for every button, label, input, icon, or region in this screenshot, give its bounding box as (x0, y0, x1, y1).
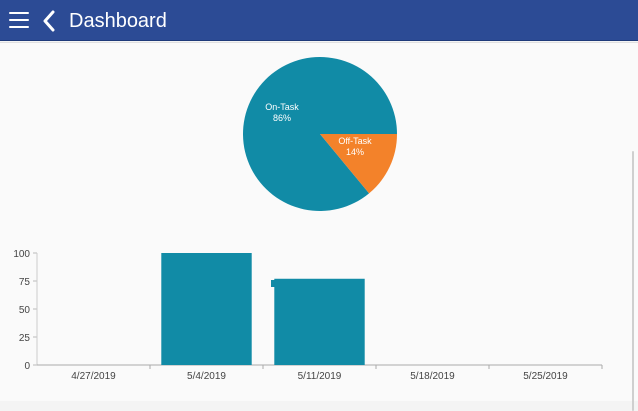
x-tick-label: 5/25/2019 (523, 371, 568, 382)
y-tick-label: 75 (19, 277, 31, 288)
x-tick-label: 5/18/2019 (410, 371, 455, 382)
page-title: Dashboard (69, 10, 167, 32)
pie-value-label: 14% (346, 147, 364, 157)
x-tick-label: 5/11/2019 (298, 371, 342, 382)
x-tick-label: 5/4/2019 (187, 371, 226, 382)
pie-slice-on-task[interactable] (242, 56, 397, 211)
y-tick-label: 50 (19, 305, 31, 316)
bar-5/11/2019[interactable] (274, 278, 365, 365)
scrollbar[interactable] (632, 151, 634, 411)
pie-value-label: 86% (273, 113, 291, 123)
hamburger-menu-icon[interactable] (9, 12, 29, 28)
bar-5/4/2019[interactable] (161, 253, 252, 365)
chevron-left-icon[interactable] (41, 10, 57, 32)
y-tick-label: 100 (13, 249, 30, 260)
x-tick-label: 4/27/2019 (71, 371, 116, 382)
focus-rate-bar-chart: Focus Rate02550751004/27/20195/4/20195/1… (13, 249, 603, 382)
y-tick-label: 25 (19, 333, 31, 344)
app-bar: Dashboard (0, 0, 638, 41)
pie-label: Off-Task (338, 136, 372, 146)
y-tick-label: 0 (24, 361, 30, 372)
pie-label: On-Task (265, 102, 299, 112)
pie-slice-off-task[interactable] (320, 134, 397, 194)
